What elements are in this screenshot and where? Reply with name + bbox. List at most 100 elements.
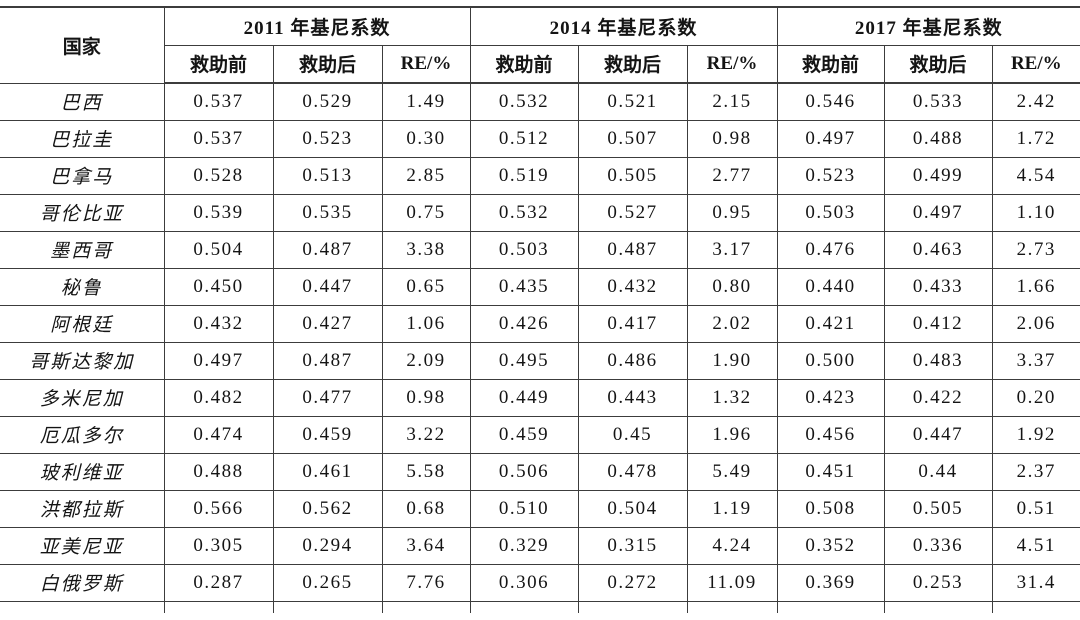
- value-cell: 0.98: [381, 378, 471, 417]
- value-cell: 0.504: [163, 230, 274, 269]
- value-cell: 0.497: [163, 341, 274, 380]
- value-cell: 5.58: [381, 452, 471, 491]
- sub-header-post-2011: 救助后: [272, 44, 383, 84]
- value-cell: 31.4: [991, 563, 1080, 602]
- value-cell: 2.02: [686, 304, 778, 343]
- value-cell: 0.68: [381, 489, 471, 528]
- value-cell: 1.90: [686, 341, 778, 380]
- table-row: 秘鲁 0.450 0.447 0.65 0.435 0.432 0.80 0.440 0.433…: [0, 267, 1080, 306]
- value-cell: 0.336: [883, 526, 993, 565]
- table-header: 国家 2011 年基尼系数 2014 年基尼系数 2017 年基尼系数 救助前 …: [0, 6, 1080, 84]
- table-row: 巴拿马 0.528 0.513 2.85 0.519 0.505 2.77 0.523 0.49…: [0, 156, 1080, 195]
- value-cell: 0.461: [272, 452, 383, 491]
- value-cell: 0.294: [272, 526, 383, 565]
- value-cell: 0.521: [577, 82, 688, 121]
- value-cell: 0.265: [272, 563, 383, 602]
- value-cell: 0.503: [776, 193, 885, 232]
- group-header-2011: 2011 年基尼系数: [163, 6, 471, 46]
- country-cell: 哥伦比亚: [0, 193, 165, 232]
- value-cell: 1.06: [381, 304, 471, 343]
- value-cell: 0.65: [381, 267, 471, 306]
- value-cell: 0.421: [776, 304, 885, 343]
- value-cell: 0.306: [469, 563, 579, 602]
- value-cell: 1.92: [991, 415, 1080, 454]
- value-cell: 0.535: [272, 193, 383, 232]
- sub-header-pre-2014: 救助前: [469, 44, 579, 84]
- table-row: 哥伦比亚 0.539 0.535 0.75 0.532 0.527 0.95 0.503 0.4…: [0, 193, 1080, 232]
- value-cell: 1.49: [381, 82, 471, 121]
- value-cell: 3.37: [991, 341, 1080, 380]
- country-cell: 墨西哥: [0, 230, 165, 269]
- value-cell: 2.09: [381, 341, 471, 380]
- value-cell: 3.17: [686, 230, 778, 269]
- value-cell: 0.478: [577, 452, 688, 491]
- value-cell: 0.503: [469, 230, 579, 269]
- value-cell: 0.504: [577, 489, 688, 528]
- value-cell: 0.507: [577, 119, 688, 158]
- value-cell: 0.512: [469, 119, 579, 158]
- value-cell: 0.305: [163, 526, 274, 565]
- value-cell: 2.85: [381, 156, 471, 195]
- value-cell: 0.447: [883, 415, 993, 454]
- value-cell: 0.427: [272, 304, 383, 343]
- value-cell: 0.30: [381, 119, 471, 158]
- value-cell: 0.432: [577, 267, 688, 306]
- value-cell: 4.51: [991, 526, 1080, 565]
- group-header-2014: 2014 年基尼系数: [469, 6, 778, 46]
- value-cell: 1.96: [686, 415, 778, 454]
- country-cell: 多米尼加: [0, 378, 165, 417]
- value-cell: 0.495: [469, 341, 579, 380]
- country-cell: 白俄罗斯: [0, 563, 165, 602]
- group-header-2017: 2017 年基尼系数: [776, 6, 1080, 46]
- value-cell: 2.73: [991, 230, 1080, 269]
- value-cell: 0.537: [163, 119, 274, 158]
- value-cell: 2.37: [991, 452, 1080, 491]
- value-cell: 11.09: [686, 563, 778, 602]
- sub-header-post-2014: 救助后: [577, 44, 688, 84]
- value-cell: 2.42: [991, 82, 1080, 121]
- value-cell: 0.482: [163, 378, 274, 417]
- value-cell: 0.497: [883, 193, 993, 232]
- country-cell: 洪都拉斯: [0, 489, 165, 528]
- value-cell: 0.433: [883, 267, 993, 306]
- country-cell: 巴拉圭: [0, 119, 165, 158]
- value-cell: 0.527: [577, 193, 688, 232]
- sub-header-pre-2011: 救助前: [163, 44, 274, 84]
- table-row: 巴西 0.537 0.529 1.49 0.532 0.521 2.15 0.546 0.533…: [0, 82, 1080, 121]
- value-cell: 0.450: [163, 267, 274, 306]
- partial-row: [0, 600, 1080, 613]
- country-cell: 巴西: [0, 82, 165, 121]
- value-cell: 0.315: [577, 526, 688, 565]
- partial-cell: [163, 600, 274, 613]
- value-cell: 0.487: [272, 341, 383, 380]
- sub-header-pre-2017: 救助前: [776, 44, 885, 84]
- value-cell: 0.508: [776, 489, 885, 528]
- value-cell: 0.449: [469, 378, 579, 417]
- value-cell: 0.497: [776, 119, 885, 158]
- value-cell: 0.505: [883, 489, 993, 528]
- value-cell: 0.487: [272, 230, 383, 269]
- value-cell: 0.253: [883, 563, 993, 602]
- country-cell: 巴拿马: [0, 156, 165, 195]
- value-cell: 0.98: [686, 119, 778, 158]
- value-cell: 0.75: [381, 193, 471, 232]
- value-cell: 2.15: [686, 82, 778, 121]
- country-cell: 阿根廷: [0, 304, 165, 343]
- value-cell: 0.474: [163, 415, 274, 454]
- value-cell: 0.499: [883, 156, 993, 195]
- table-row: 白俄罗斯 0.287 0.265 7.76 0.306 0.272 11.09 0.369 0.…: [0, 563, 1080, 602]
- value-cell: 0.45: [577, 415, 688, 454]
- country-cell: 厄瓜多尔: [0, 415, 165, 454]
- value-cell: 3.22: [381, 415, 471, 454]
- value-cell: 1.72: [991, 119, 1080, 158]
- sub-header-re-2014: RE/%: [686, 44, 778, 84]
- value-cell: 0.435: [469, 267, 579, 306]
- country-cell: 哥斯达黎加: [0, 341, 165, 380]
- sub-header-re-2011: RE/%: [381, 44, 471, 84]
- partial-cell: [883, 600, 993, 613]
- value-cell: 0.486: [577, 341, 688, 380]
- value-cell: 0.500: [776, 341, 885, 380]
- value-cell: 0.519: [469, 156, 579, 195]
- value-cell: 0.476: [776, 230, 885, 269]
- value-cell: 0.272: [577, 563, 688, 602]
